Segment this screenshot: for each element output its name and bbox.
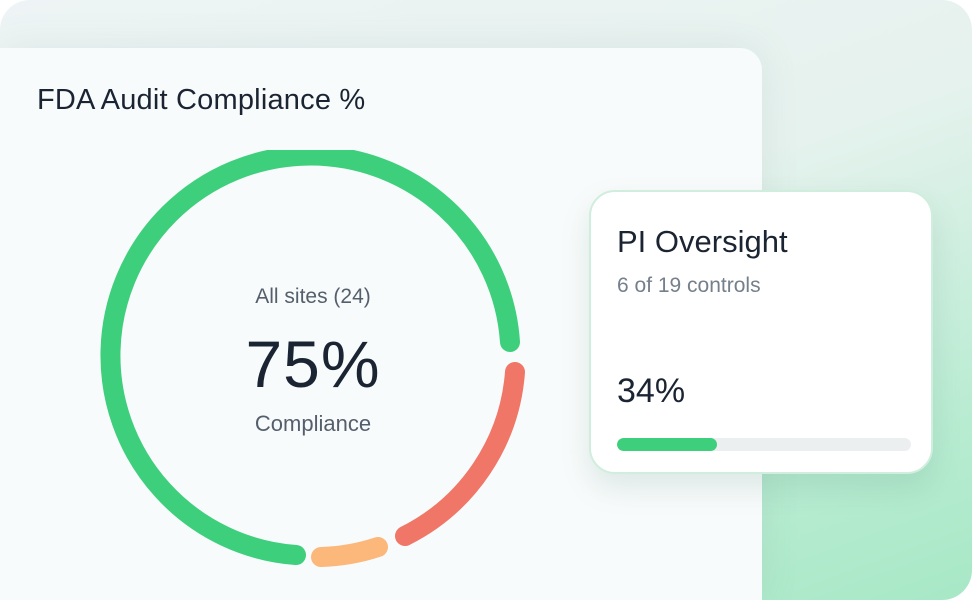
pi-oversight-title: PI Oversight xyxy=(617,224,788,259)
donut-caption: Compliance xyxy=(254,411,372,436)
donut-scope-label: All sites (24) xyxy=(255,285,371,308)
pi-oversight-card[interactable]: PI Oversight 6 of 19 controls 34% xyxy=(589,190,933,474)
compliance-donut-chart xyxy=(100,150,525,567)
donut-segment-non-compliant xyxy=(395,362,525,546)
pi-oversight-subtitle: 6 of 19 controls xyxy=(617,274,761,297)
compliance-card-title: FDA Audit Compliance % xyxy=(37,84,366,116)
pi-oversight-progress-fill xyxy=(617,438,717,451)
donut-value-label: 75% xyxy=(245,327,381,401)
donut-segment-pending xyxy=(311,537,388,567)
donut-segment-compliant xyxy=(100,150,520,565)
pi-oversight-value: 34% xyxy=(617,372,686,410)
pi-oversight-progress-track xyxy=(617,438,911,451)
